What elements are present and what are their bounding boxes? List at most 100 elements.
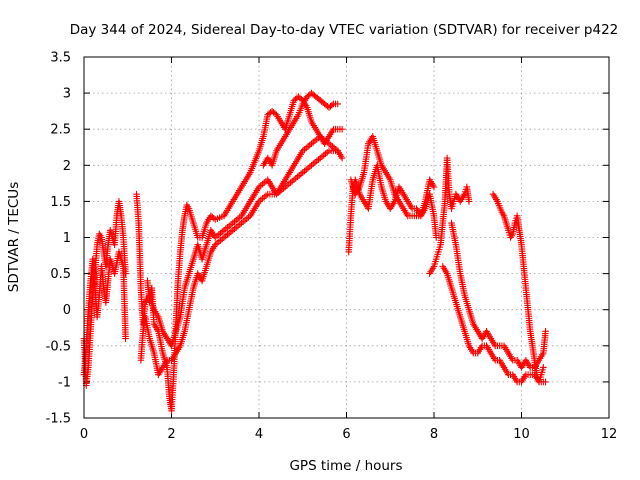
data-point (231, 225, 238, 233)
y-tick-label: 1.5 (50, 195, 71, 210)
data-point (238, 219, 245, 227)
data-point (220, 226, 228, 234)
data-point (309, 138, 317, 146)
y-tick-label: -0.5 (46, 339, 71, 354)
data-point (327, 141, 335, 149)
data-point (304, 164, 312, 172)
data-point (311, 137, 319, 145)
data-point (301, 167, 308, 175)
data-point (218, 228, 226, 236)
x-tick-label: 12 (601, 427, 618, 442)
data-point (229, 226, 237, 234)
plot-frame (83, 56, 610, 419)
x-tick-label: 4 (255, 427, 263, 442)
data-point (432, 234, 440, 241)
y-tick-label: 2.5 (50, 123, 71, 138)
x-axis-label: GPS time / hours (289, 458, 402, 474)
x-tick-label: 10 (513, 427, 530, 442)
data-point (465, 198, 473, 205)
data-point (334, 100, 342, 108)
data-point (236, 221, 244, 228)
data-point (299, 169, 307, 176)
data-point (215, 231, 223, 238)
data-point (316, 154, 324, 162)
data-point (259, 195, 266, 202)
x-tick-label: 8 (430, 427, 438, 442)
data-point (313, 157, 321, 165)
data-point (430, 183, 438, 191)
data-point (225, 229, 233, 237)
data-point (328, 101, 336, 109)
data-point (225, 222, 233, 230)
data-point (218, 235, 226, 243)
y-tick-label: 1 (63, 231, 71, 246)
data-point (322, 150, 329, 158)
data-point (315, 156, 322, 163)
data-point (224, 231, 231, 238)
data-point (287, 179, 294, 186)
data-point (338, 125, 346, 133)
data-point (306, 141, 314, 149)
data-point (262, 192, 270, 199)
y-tick-label: -1 (58, 375, 71, 390)
data-point (231, 218, 238, 225)
data-point (318, 153, 326, 160)
data-point (334, 147, 342, 155)
data-point (297, 170, 305, 178)
data-point (308, 162, 315, 169)
data-point (294, 173, 301, 181)
data-point (239, 218, 247, 225)
data-point (320, 151, 328, 159)
data-point (122, 335, 129, 342)
y-tick-label: -1.5 (46, 412, 71, 427)
data-point (292, 174, 300, 182)
x-tick-label: 0 (80, 427, 88, 442)
ticks: 0 2 4 6 8 10 12 -1.5 -1 -0.5 0 0.5 1 1.5 2 2.5 3 3.5 (46, 51, 618, 443)
data-point (338, 154, 346, 162)
data-point (215, 238, 223, 246)
data-point (260, 179, 268, 186)
data-point (308, 140, 315, 147)
data-point (227, 228, 235, 236)
data-point (311, 159, 319, 166)
data-point (540, 364, 547, 371)
data-point (290, 176, 298, 184)
data-point (227, 221, 235, 228)
data-point (217, 229, 224, 237)
data-point (234, 215, 242, 223)
data-point (302, 144, 310, 152)
data-point (295, 172, 303, 179)
data-point (330, 144, 338, 152)
data-points (80, 89, 549, 415)
y-tick-label: 0.5 (50, 267, 71, 282)
data-point (241, 216, 249, 224)
data-point (542, 378, 549, 386)
data-point (224, 224, 231, 231)
data-point (229, 219, 237, 227)
data-point (329, 143, 336, 150)
data-point (288, 177, 296, 185)
chart-title: Day 344 of 2024, Sidereal Day-to-day VTE… (70, 22, 619, 38)
y-tick-label: 0 (63, 303, 71, 318)
x-tick-label: 2 (167, 427, 175, 442)
x-tick-label: 6 (342, 427, 350, 442)
data-point (306, 163, 314, 171)
data-point (232, 216, 240, 224)
data-point (309, 160, 317, 168)
data-point (302, 166, 310, 173)
data-point (222, 232, 230, 240)
y-tick-label: 3 (63, 87, 71, 102)
data-point (323, 149, 331, 156)
y-axis-label: SDTVAR / TECUs (6, 182, 22, 292)
data-point (217, 237, 224, 244)
data-point (260, 193, 268, 201)
y-tick-label: 3.5 (50, 51, 71, 66)
data-point (232, 224, 240, 231)
data-point (222, 225, 230, 233)
data-point (259, 180, 266, 188)
data-point (220, 234, 228, 241)
data-point (243, 215, 251, 223)
y-tick-label: 2 (63, 159, 71, 174)
data-point (234, 222, 242, 230)
